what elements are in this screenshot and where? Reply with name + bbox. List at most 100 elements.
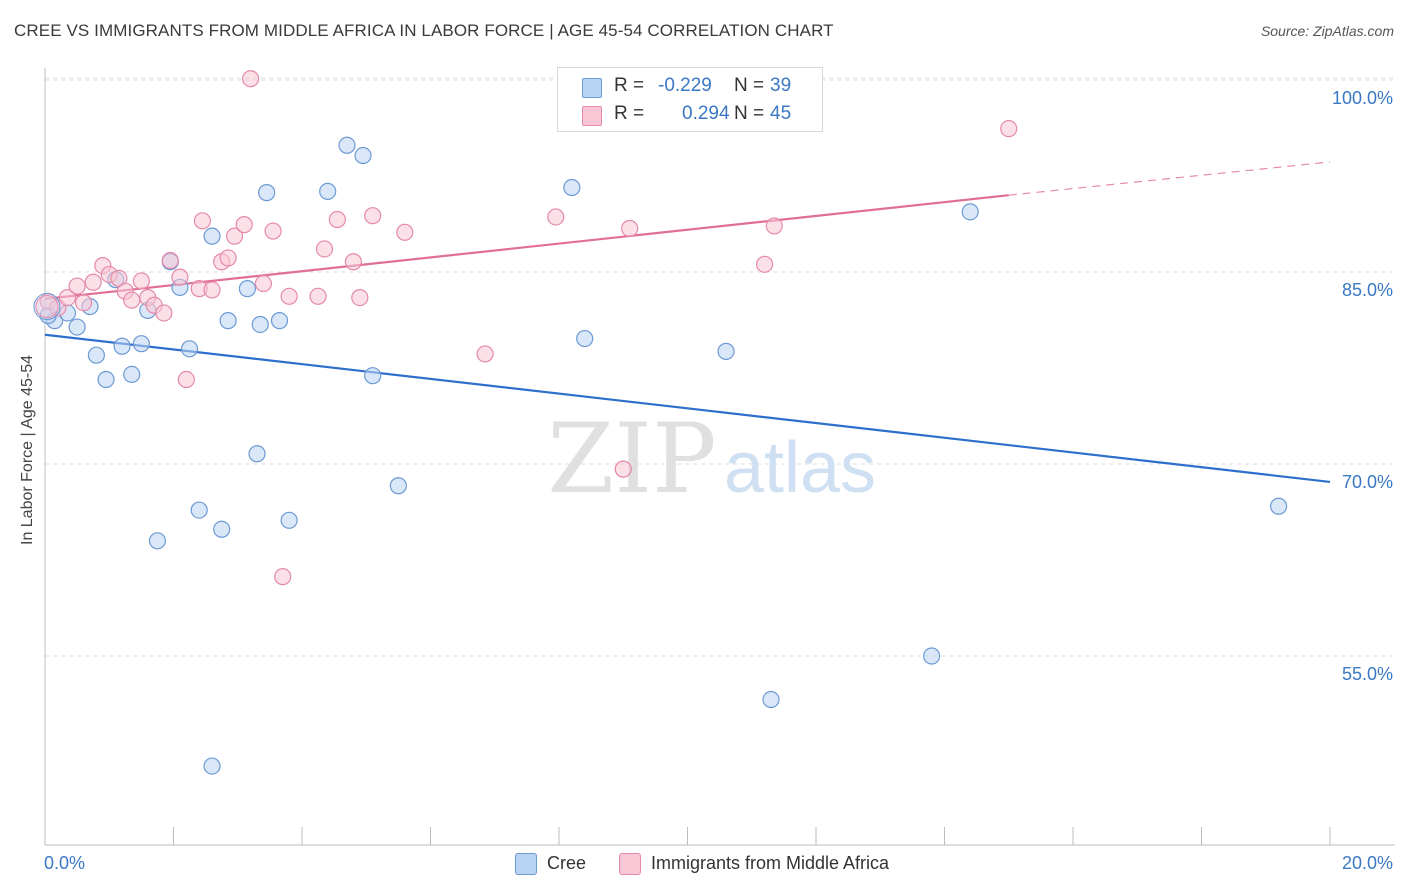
cree-point xyxy=(238,280,256,298)
cree-point xyxy=(576,329,594,348)
source-credit: Source: ZipAtlas.com xyxy=(1260,23,1394,39)
cree-point xyxy=(203,227,221,245)
immigrants-point xyxy=(193,212,212,230)
cree-cluster-point xyxy=(33,293,61,321)
watermark-zip: ZIP xyxy=(547,403,716,515)
immigrants-point xyxy=(765,217,783,235)
immigrants-point xyxy=(235,216,253,234)
immigrants-point xyxy=(309,287,327,305)
cree-point xyxy=(1269,497,1288,515)
y-axis-label: In Labor Force | Age 45-54 xyxy=(19,354,36,545)
cree-point xyxy=(148,532,167,550)
immigrants-point xyxy=(171,268,189,286)
immigrants-point xyxy=(203,281,221,299)
cree-point xyxy=(251,315,269,334)
immigrants-point xyxy=(58,289,77,307)
legend-r-value: 0.294 xyxy=(682,103,730,124)
x-tick-label: 0.0% xyxy=(44,853,85,873)
immigrants-trend-line xyxy=(44,194,1009,300)
immigrants-point xyxy=(264,222,282,240)
cree-legend-label: Cree xyxy=(547,853,587,873)
immigrants-point xyxy=(254,274,273,293)
immigrants-point xyxy=(132,272,150,290)
immigrants-point xyxy=(68,277,86,295)
cree-point xyxy=(68,318,86,336)
cree-point xyxy=(717,342,735,360)
legend-r-label: R = xyxy=(614,103,645,124)
immigrants-point xyxy=(274,568,292,586)
cree-point xyxy=(190,501,208,519)
immigrants-point xyxy=(476,345,494,363)
x-tick-label: 20.0% xyxy=(1342,853,1393,873)
immigrants-point xyxy=(225,227,244,245)
cree-swatch xyxy=(582,78,602,98)
cree-point xyxy=(213,520,231,538)
immigrants-point xyxy=(84,273,102,291)
cree-trend-line xyxy=(44,333,1331,484)
cree-point xyxy=(219,312,237,330)
legend-r-label: R = xyxy=(614,75,645,96)
immigrants-point xyxy=(177,370,195,389)
legend-r-value: -0.229 xyxy=(658,75,712,96)
watermark-atlas: atlas xyxy=(724,428,876,508)
immigrants-point xyxy=(315,240,334,258)
cree-point xyxy=(270,312,289,330)
immigrants-point xyxy=(123,291,141,309)
cree-point xyxy=(563,178,581,197)
cree-point xyxy=(132,335,150,353)
y-tick-label: 55.0% xyxy=(1342,664,1393,684)
immigrants-point xyxy=(621,219,639,238)
immigrants-point xyxy=(328,210,346,229)
cree-point xyxy=(389,477,407,495)
immigrants-cluster-point xyxy=(35,295,59,319)
immigrants-swatch xyxy=(582,106,602,126)
cree-point xyxy=(248,445,266,463)
immigrants-point xyxy=(396,223,414,241)
legend-n-value: 39 xyxy=(770,75,792,96)
immigrants-point xyxy=(155,304,173,322)
data-points xyxy=(33,68,1288,775)
immigrants-point xyxy=(344,253,362,271)
immigrants-point xyxy=(364,207,382,225)
immigrants-point xyxy=(547,208,565,226)
cree-point xyxy=(354,146,372,165)
cree-point xyxy=(364,367,382,385)
cree-point xyxy=(923,647,941,665)
cree-point xyxy=(762,690,780,709)
cree-point xyxy=(113,337,131,355)
cree-point xyxy=(203,757,221,775)
immigrants-point xyxy=(74,294,93,312)
trend-lines xyxy=(44,161,1331,484)
correlation-legend: R = -0.229 N = 39 R = 0.294 N = 45 xyxy=(557,67,823,132)
y-tick-label: 100.0% xyxy=(1332,88,1393,108)
cree-legend-swatch xyxy=(515,853,537,875)
cree-point xyxy=(97,370,115,389)
cree-point xyxy=(961,203,979,221)
cree-point xyxy=(87,346,106,364)
immigrants-point xyxy=(755,255,774,273)
immigrants-point xyxy=(242,70,260,88)
chart-title: CREE VS IMMIGRANTS FROM MIDDLE AFRICA IN… xyxy=(14,21,834,40)
grid-lines xyxy=(45,77,1395,657)
immigrants-point xyxy=(280,287,298,305)
immigrants-point xyxy=(1000,120,1018,138)
cree-point xyxy=(280,511,298,529)
immigrants-point xyxy=(351,289,369,307)
legend-n-value: 45 xyxy=(770,103,792,124)
y-tick-label: 85.0% xyxy=(1342,280,1393,300)
tick-labels: 55.0% 70.0% 85.0% 100.0% 0.0% 20.0% xyxy=(44,88,1393,873)
legend-n-label: N = xyxy=(734,103,765,124)
legend-n-label: N = xyxy=(734,75,765,96)
immigrants-point xyxy=(161,251,179,270)
immigrants-legend-label: Immigrants from Middle Africa xyxy=(651,853,890,873)
cree-point xyxy=(338,136,356,154)
y-tick-label: 70.0% xyxy=(1342,472,1393,492)
immigrants-point xyxy=(614,460,632,478)
cree-point xyxy=(123,365,141,383)
cree-point xyxy=(258,184,276,202)
watermark: ZIP atlas xyxy=(547,403,876,515)
cree-point xyxy=(180,340,199,358)
immigrants-trend-extension xyxy=(1008,161,1331,196)
axes xyxy=(44,68,1395,846)
